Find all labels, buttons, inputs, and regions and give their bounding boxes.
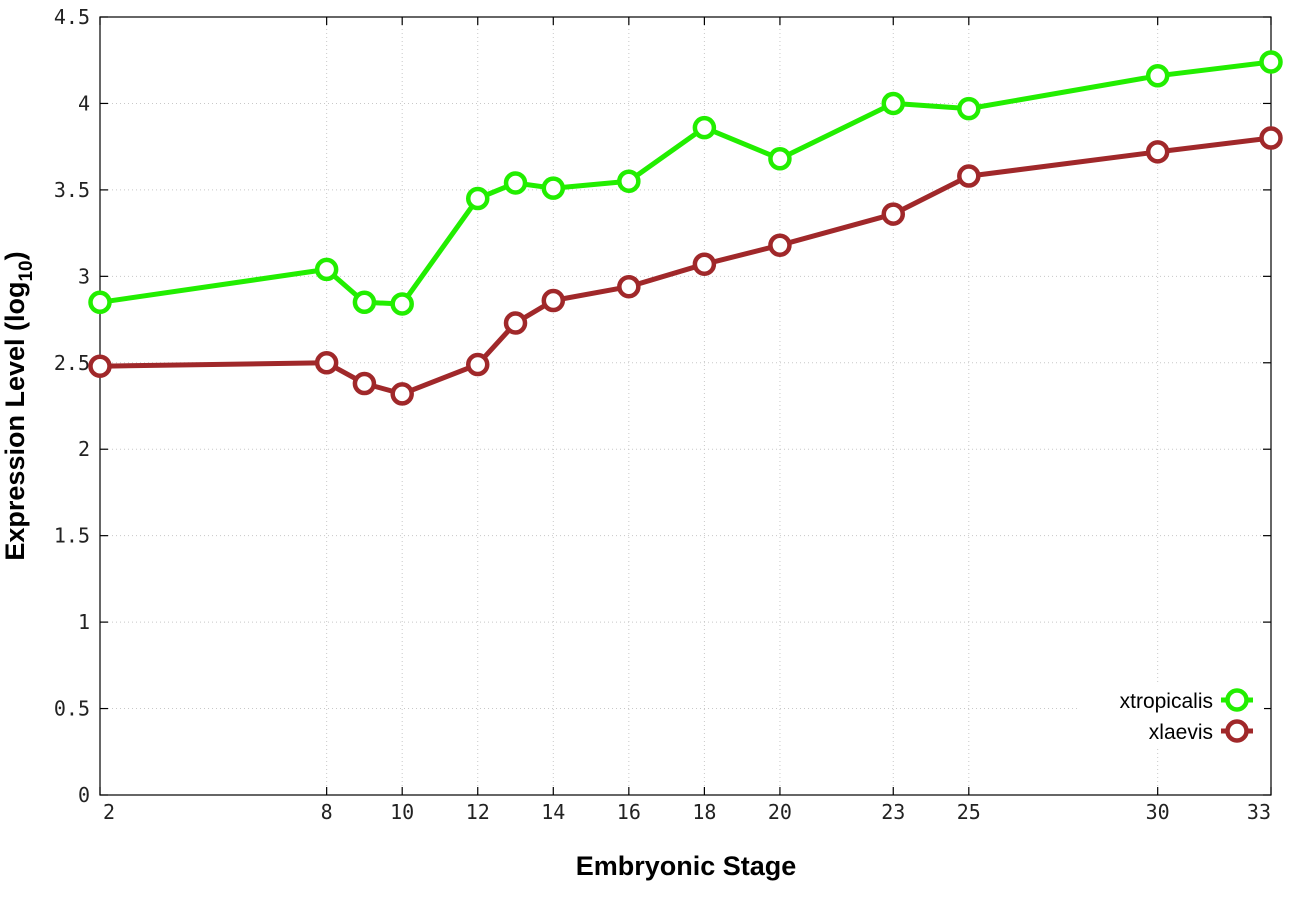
plot-frame xyxy=(99,16,1272,796)
data-point-xlaevis xyxy=(88,354,112,378)
x-tick-label: 16 xyxy=(617,800,641,824)
series-xtropicalis xyxy=(88,50,1283,316)
y-tick-label: 4.5 xyxy=(54,5,90,29)
grid-lines xyxy=(100,17,1271,795)
y-axis-title: Expression Level (log10) xyxy=(0,251,37,560)
data-point-xtropicalis xyxy=(692,115,717,140)
y-tick-label: 2.5 xyxy=(54,351,90,375)
data-point-xlaevis xyxy=(692,252,717,276)
y-tick-label: 1.5 xyxy=(54,524,90,548)
data-point-xtropicalis xyxy=(314,257,339,282)
data-point-xtropicalis xyxy=(957,96,981,121)
y-axis-title-close: ) xyxy=(0,251,30,260)
data-point-xlaevis xyxy=(1259,126,1283,150)
legend: xtropicalis xlaevis xyxy=(1078,683,1264,748)
legend-label-xlaevis: xlaevis xyxy=(1149,721,1213,744)
y-tick-label: 3.5 xyxy=(54,178,90,202)
data-point-xlaevis xyxy=(881,202,906,226)
legend-marker-xtropicalis xyxy=(1225,688,1249,712)
x-tick-label: 14 xyxy=(541,800,565,824)
y-tick-label: 1 xyxy=(78,610,90,634)
series-line-xlaevis xyxy=(99,135,1272,397)
series-layer xyxy=(88,50,1283,406)
data-point-xlaevis xyxy=(1145,140,1170,164)
x-tick-label: 2 xyxy=(103,800,115,824)
data-point-xtropicalis xyxy=(503,171,528,195)
y-tick-label: 3 xyxy=(78,264,90,288)
axis-ticks: 2 8 10 12 14 16 18 20 23 25 30 33 0 0.5 1 1.5 2 2.5 3 3.5 4 4… xyxy=(54,5,1272,824)
x-tick-label: 10 xyxy=(390,800,414,824)
data-point-xtropicalis xyxy=(768,147,792,171)
data-point-xlaevis xyxy=(314,351,339,375)
data-point-xtropicalis xyxy=(1259,50,1283,74)
series-xlaevis xyxy=(88,126,1283,406)
data-point-xtropicalis xyxy=(541,176,566,200)
data-point-xlaevis xyxy=(503,311,528,335)
data-point-xtropicalis xyxy=(465,186,490,211)
y-tick-label: 0.5 xyxy=(54,697,90,721)
x-tick-label: 30 xyxy=(1146,800,1170,824)
y-tick-label: 2 xyxy=(78,437,90,461)
x-tick-label: 33 xyxy=(1247,800,1271,824)
data-point-xtropicalis xyxy=(617,169,641,193)
data-point-xlaevis xyxy=(768,233,792,257)
data-point-xlaevis xyxy=(617,274,641,299)
data-point-xtropicalis xyxy=(881,91,906,116)
y-tick-label: 4 xyxy=(78,91,90,115)
data-point-xtropicalis xyxy=(88,290,112,315)
data-point-xlaevis xyxy=(352,371,377,396)
data-point-xtropicalis xyxy=(390,292,414,316)
x-axis-title: Embryonic Stage xyxy=(576,851,797,881)
data-point-xlaevis xyxy=(541,288,566,313)
data-point-xlaevis xyxy=(957,164,981,188)
data-point-xlaevis xyxy=(390,382,414,406)
x-tick-label: 20 xyxy=(768,800,792,824)
legend-marker-xlaevis xyxy=(1225,719,1249,743)
x-tick-label: 25 xyxy=(957,800,981,824)
y-axis-title-subscript: 10 xyxy=(16,260,37,281)
y-axis-title-main: Expression Level (log xyxy=(0,282,30,561)
x-tick-label: 12 xyxy=(466,800,490,824)
x-tick-label: 23 xyxy=(881,800,905,824)
data-point-xtropicalis xyxy=(352,290,377,315)
data-point-xtropicalis xyxy=(1145,64,1170,88)
data-point-xlaevis xyxy=(465,352,490,377)
y-tick-label: 0 xyxy=(78,783,90,807)
x-tick-label: 8 xyxy=(321,800,333,824)
legend-label-xtropicalis: xtropicalis xyxy=(1120,690,1213,713)
x-tick-label: 18 xyxy=(692,800,716,824)
